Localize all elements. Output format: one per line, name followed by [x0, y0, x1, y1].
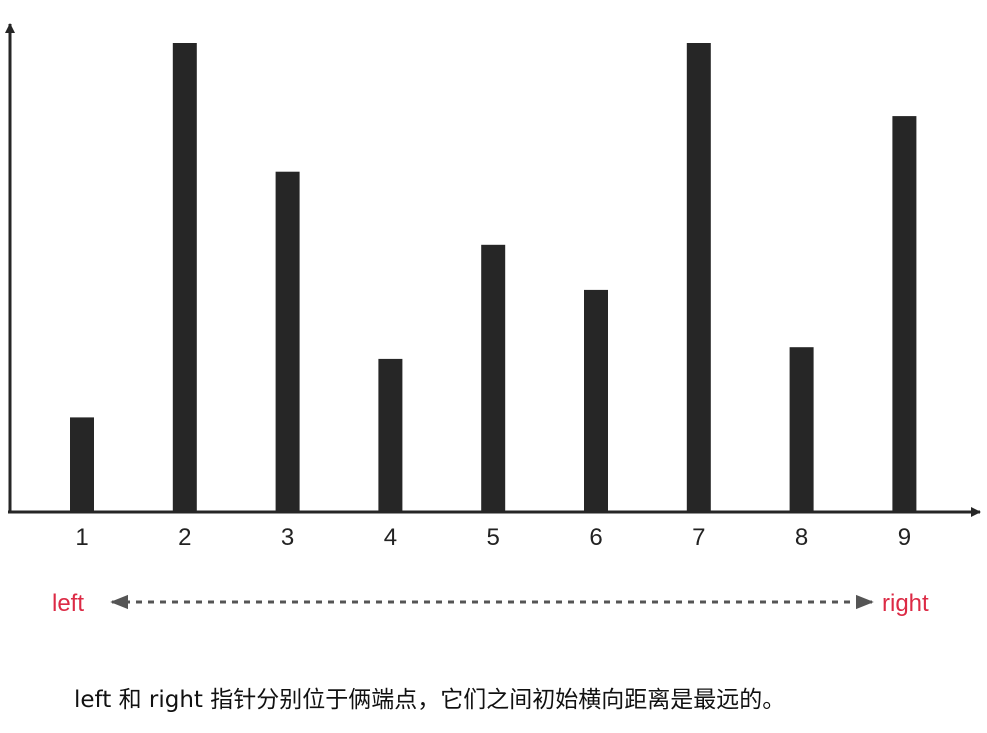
- x-tick-label: 4: [384, 524, 397, 551]
- x-tick-label: 1: [75, 524, 88, 551]
- right-pointer-label: right: [882, 590, 929, 617]
- bar-1: [70, 417, 94, 511]
- x-tick-label: 3: [281, 524, 294, 551]
- x-tick-label: 6: [589, 524, 602, 551]
- x-tick-labels: 1 2 3 4 5 6 7 8 9: [75, 524, 911, 551]
- bar-3: [276, 172, 300, 511]
- left-pointer-label: left: [52, 590, 84, 617]
- bar-6: [584, 290, 608, 511]
- bar-9: [892, 116, 916, 511]
- x-tick-label: 2: [178, 524, 191, 551]
- x-tick-label: 5: [487, 524, 500, 551]
- x-tick-label: 9: [898, 524, 911, 551]
- bar-7: [687, 43, 711, 511]
- caption: left 和 right 指针分别位于俩端点，它们之间初始横向距离是最远的。: [74, 680, 785, 714]
- bar-8: [790, 347, 814, 511]
- bar-series: [70, 43, 916, 511]
- bar-2: [173, 43, 197, 511]
- bar-5: [481, 245, 505, 511]
- x-tick-label: 7: [692, 524, 705, 551]
- x-tick-label: 8: [795, 524, 808, 551]
- bar-4: [378, 359, 402, 511]
